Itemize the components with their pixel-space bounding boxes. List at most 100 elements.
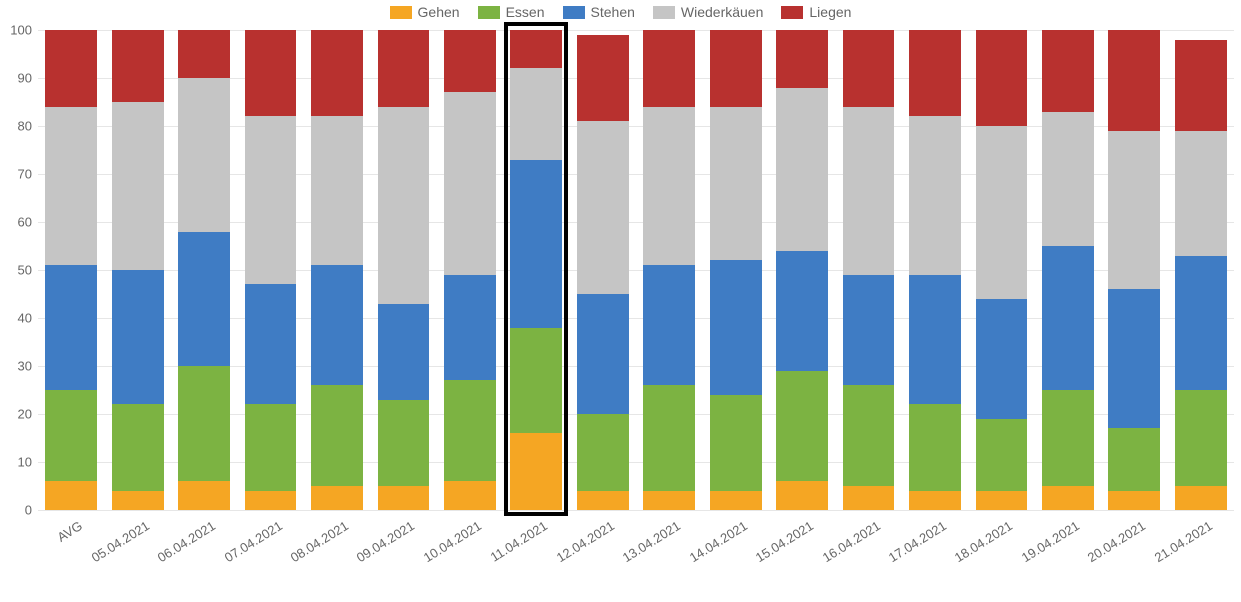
bar-group[interactable] bbox=[311, 30, 363, 510]
x-axis-tick-label: 13.04.2021 bbox=[620, 518, 683, 565]
bar-segment bbox=[378, 107, 430, 304]
bar-group[interactable] bbox=[1175, 30, 1227, 510]
bar-segment bbox=[1042, 486, 1094, 510]
y-axis-tick-label: 40 bbox=[18, 311, 38, 326]
bar-group[interactable] bbox=[577, 30, 629, 510]
bar-segment bbox=[311, 385, 363, 486]
bar-segment bbox=[776, 251, 828, 371]
bar-segment bbox=[112, 491, 164, 510]
bar-segment bbox=[710, 107, 762, 261]
bar-segment bbox=[909, 275, 961, 405]
bar-segment bbox=[843, 486, 895, 510]
bar-group[interactable] bbox=[909, 30, 961, 510]
bar-segment bbox=[45, 265, 97, 390]
bar-segment bbox=[776, 481, 828, 510]
x-axis-tick-label: 20.04.2021 bbox=[1085, 518, 1148, 565]
bar-segment bbox=[710, 30, 762, 107]
x-axis-tick-label: 07.04.2021 bbox=[221, 518, 284, 565]
bar-segment bbox=[112, 404, 164, 490]
legend-item[interactable]: Essen bbox=[478, 4, 545, 20]
bar-segment bbox=[710, 260, 762, 394]
bar-segment bbox=[577, 491, 629, 510]
bar-segment bbox=[577, 294, 629, 414]
bar-segment bbox=[976, 30, 1028, 126]
bar-segment bbox=[245, 30, 297, 116]
bar-group[interactable] bbox=[45, 30, 97, 510]
bar-group[interactable] bbox=[976, 30, 1028, 510]
bar-group[interactable] bbox=[245, 30, 297, 510]
bar-segment bbox=[378, 304, 430, 400]
bar-segment bbox=[710, 395, 762, 491]
bar-segment bbox=[1175, 256, 1227, 390]
y-axis-tick-label: 20 bbox=[18, 407, 38, 422]
legend-swatch bbox=[390, 6, 412, 19]
bar-segment bbox=[510, 160, 562, 328]
activity-stacked-bar-chart: Gehen Essen Stehen Wiederkäuen Liegen 010203… bbox=[0, 0, 1241, 602]
bar-segment bbox=[976, 491, 1028, 510]
bar-segment bbox=[311, 265, 363, 385]
legend-swatch bbox=[563, 6, 585, 19]
bar-segment bbox=[843, 275, 895, 385]
legend-item[interactable]: Stehen bbox=[563, 4, 635, 20]
legend-item[interactable]: Liegen bbox=[781, 4, 851, 20]
x-axis-tick-label: 19.04.2021 bbox=[1019, 518, 1082, 565]
bar-group[interactable] bbox=[710, 30, 762, 510]
bar-group[interactable] bbox=[378, 30, 430, 510]
bar-segment bbox=[643, 385, 695, 491]
bar-segment bbox=[444, 380, 496, 481]
bar-group[interactable] bbox=[444, 30, 496, 510]
bar-group[interactable] bbox=[1042, 30, 1094, 510]
y-axis-tick-label: 10 bbox=[18, 455, 38, 470]
bar-segment bbox=[843, 385, 895, 486]
bar-group[interactable] bbox=[1108, 30, 1160, 510]
bar-segment bbox=[1175, 390, 1227, 486]
bar-segment bbox=[643, 30, 695, 107]
bar-segment bbox=[45, 390, 97, 481]
bar-segment bbox=[444, 481, 496, 510]
bar-segment bbox=[45, 30, 97, 107]
x-axis-tick-label: 14.04.2021 bbox=[686, 518, 749, 565]
bar-group[interactable] bbox=[510, 30, 562, 510]
bar-group[interactable] bbox=[112, 30, 164, 510]
bar-segment bbox=[1042, 30, 1094, 112]
x-axis-tick-label: 09.04.2021 bbox=[354, 518, 417, 565]
bar-segment bbox=[1108, 491, 1160, 510]
bar-group[interactable] bbox=[843, 30, 895, 510]
bar-segment bbox=[577, 35, 629, 121]
y-axis-tick-label: 100 bbox=[10, 23, 38, 38]
bars-layer bbox=[38, 30, 1234, 510]
bar-segment bbox=[245, 491, 297, 510]
bar-segment bbox=[45, 481, 97, 510]
bar-segment bbox=[378, 30, 430, 107]
legend-label: Gehen bbox=[418, 4, 460, 20]
x-axis-tick-label: 11.04.2021 bbox=[488, 518, 550, 565]
y-axis-tick-label: 70 bbox=[18, 167, 38, 182]
bar-segment bbox=[577, 414, 629, 491]
legend-item[interactable]: Wiederkäuen bbox=[653, 4, 764, 20]
bar-segment bbox=[1108, 30, 1160, 131]
bar-segment bbox=[444, 30, 496, 92]
bar-segment bbox=[378, 486, 430, 510]
bar-segment bbox=[1042, 112, 1094, 246]
bar-segment bbox=[311, 116, 363, 265]
bar-segment bbox=[311, 486, 363, 510]
bar-segment bbox=[1042, 390, 1094, 486]
bar-segment bbox=[976, 126, 1028, 299]
x-axis-tick-label: 06.04.2021 bbox=[155, 518, 218, 565]
legend-swatch bbox=[653, 6, 675, 19]
x-axis-tick-label: 12.04.2021 bbox=[554, 518, 617, 565]
bar-group[interactable] bbox=[178, 30, 230, 510]
plot-area: 0102030405060708090100 AVG05.04.202106.0… bbox=[38, 30, 1234, 510]
y-axis-tick-label: 80 bbox=[18, 119, 38, 134]
bar-segment bbox=[444, 92, 496, 274]
x-axis-tick-label: 16.04.2021 bbox=[819, 518, 882, 565]
bar-group[interactable] bbox=[643, 30, 695, 510]
bar-segment bbox=[245, 284, 297, 404]
bar-segment bbox=[1042, 246, 1094, 390]
bar-segment bbox=[976, 299, 1028, 419]
bar-segment bbox=[643, 491, 695, 510]
x-axis-tick-label: AVG bbox=[55, 518, 85, 545]
legend-item[interactable]: Gehen bbox=[390, 4, 460, 20]
bar-segment bbox=[643, 107, 695, 265]
bar-group[interactable] bbox=[776, 30, 828, 510]
